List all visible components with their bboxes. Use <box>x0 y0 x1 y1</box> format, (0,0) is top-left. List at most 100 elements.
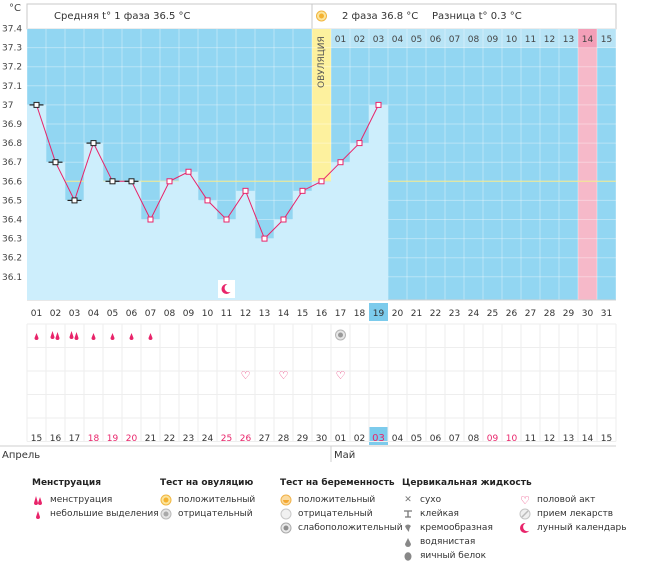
temperature-column <box>84 143 103 300</box>
small-drop-icon <box>32 508 44 520</box>
y-tick-label: 36.9 <box>2 120 22 130</box>
calendar-date-label: 14 <box>582 434 594 444</box>
phase2-day-label: 09 <box>487 35 499 45</box>
legend-pregnancy-title: Тест на беременность <box>280 478 395 488</box>
calendar-date-label: 25 <box>221 434 232 444</box>
legend-menstruation: Менструация менструация небольшие выделе… <box>32 478 159 521</box>
temperature-column <box>160 181 179 300</box>
phase2-day-label: 15 <box>601 35 612 45</box>
calendar-date-label: 05 <box>411 434 422 444</box>
calendar-date-label: 01 <box>335 434 346 444</box>
legend-item: яичный белок <box>402 549 532 563</box>
temperature-point <box>223 216 230 223</box>
cycle-day-label: 30 <box>582 309 594 319</box>
calendar-date-label: 09 <box>487 434 499 444</box>
cycle-day-label: 12 <box>240 309 251 319</box>
small-drop-icon <box>110 333 115 340</box>
calendar-date-label: 04 <box>392 434 404 444</box>
heart-icon: ♡ <box>520 493 530 507</box>
phase2-day-label: 13 <box>563 35 574 45</box>
sun-positive-icon <box>160 494 172 506</box>
legend-label: кремообразная <box>420 523 493 533</box>
calendar-date-label: 11 <box>525 434 536 444</box>
temperature-column <box>65 200 84 300</box>
bbt-chart: 37.4 37.3 37.2 37.1 37 36.9 36.8 36.7 36.6 36.5 36… <box>0 3 617 462</box>
temperature-point <box>204 197 211 204</box>
moon-icon <box>519 522 531 534</box>
cycle-day-label: 19 <box>373 309 385 319</box>
ovulation-sun-core <box>319 13 324 19</box>
calendar-date-label: 06 <box>430 434 442 444</box>
temperature-column <box>179 171 198 300</box>
sun-negative-icon <box>160 508 172 520</box>
legend-item: положительный <box>160 493 255 507</box>
phase2-day-strip <box>331 29 616 48</box>
temperature-column <box>217 219 236 300</box>
y-tick-label: 37.2 <box>2 63 22 73</box>
cycle-day-label: 23 <box>449 309 460 319</box>
cycle-day-label: 09 <box>183 309 195 319</box>
temperature-point <box>337 159 344 166</box>
temperature-point <box>375 101 382 108</box>
legend-item: клейкая <box>402 507 532 521</box>
phase2-day-label: 11 <box>525 35 536 45</box>
small-drop-icon <box>91 333 96 340</box>
temperature-column <box>369 104 388 301</box>
cycle-day-label: 20 <box>392 309 404 319</box>
cycle-day-label: 04 <box>88 309 100 319</box>
pregnancy-negative-icon-core <box>338 332 343 338</box>
phase2-day-label: 14 <box>582 35 594 45</box>
heavy-drop-icon <box>69 331 79 340</box>
month-label-may: Май <box>334 450 355 461</box>
legend-label: сухо <box>420 495 442 505</box>
difference-label: Разница t° 0.3 °C <box>432 11 522 22</box>
phase2-day-label: 01 <box>335 35 346 45</box>
cycle-day-label: 27 <box>525 309 536 319</box>
legend-other: . ♡ половой акт прием лекарств лунный ка… <box>519 478 627 535</box>
legend-item: прием лекарств <box>519 507 627 521</box>
cycle-day-label: 10 <box>202 309 214 319</box>
creamy-icon <box>402 522 414 534</box>
heart-icon: ♡ <box>279 369 289 382</box>
phase2-day-label: 03 <box>373 35 384 45</box>
heavy-drop-icon <box>50 331 60 340</box>
small-drop-icon <box>34 333 39 340</box>
temperature-point <box>52 159 59 166</box>
calendar-date-label: 02 <box>354 434 365 444</box>
calendar-date-label: 28 <box>278 434 290 444</box>
small-drop-icon <box>129 333 134 340</box>
legend-label: отрицательный <box>298 509 373 519</box>
temperature-column <box>293 190 312 300</box>
temperature-point <box>242 187 249 194</box>
temperature-column <box>255 238 274 300</box>
legend-label: слабоположительный <box>298 523 403 533</box>
calendar-date-label: 10 <box>506 434 518 444</box>
temperature-point <box>147 216 154 223</box>
cycle-day-label: 26 <box>506 309 518 319</box>
legend-item: кремообразная <box>402 521 532 535</box>
legend-cervical-fluid: Цервикальная жидкость ✕ сухо клейкая кре… <box>402 478 532 563</box>
temperature-column <box>331 162 350 300</box>
temperature-column <box>198 200 217 300</box>
cycle-day-label: 22 <box>430 309 441 319</box>
cycle-day-label: 21 <box>411 309 422 319</box>
cycle-day-label: 11 <box>221 309 232 319</box>
legend-label: лунный календарь <box>537 523 627 533</box>
y-tick-label: 37.4 <box>2 25 22 35</box>
phase2-day-label: 05 <box>411 35 422 45</box>
legend-pregnancy-test: Тест на беременность положительный отриц… <box>280 478 403 535</box>
phase2-day-label: 07 <box>449 35 460 45</box>
small-drop-icon <box>148 333 153 340</box>
moon-icon-cut <box>224 283 234 293</box>
unit-label: °C <box>9 3 21 14</box>
legend-cervical-title: Цервикальная жидкость <box>402 478 532 488</box>
temperature-point <box>90 140 97 147</box>
legend-label: небольшие выделения <box>50 509 159 519</box>
phase2-average-label: 2 фаза 36.8 °C <box>342 11 418 22</box>
calendar-date-label: 29 <box>297 434 309 444</box>
phase2-day-label: 08 <box>468 35 480 45</box>
y-tick-label: 36.6 <box>2 177 22 187</box>
cycle-day-label: 16 <box>316 309 328 319</box>
temperature-point <box>33 101 40 108</box>
calendar-date-label: 07 <box>449 434 460 444</box>
